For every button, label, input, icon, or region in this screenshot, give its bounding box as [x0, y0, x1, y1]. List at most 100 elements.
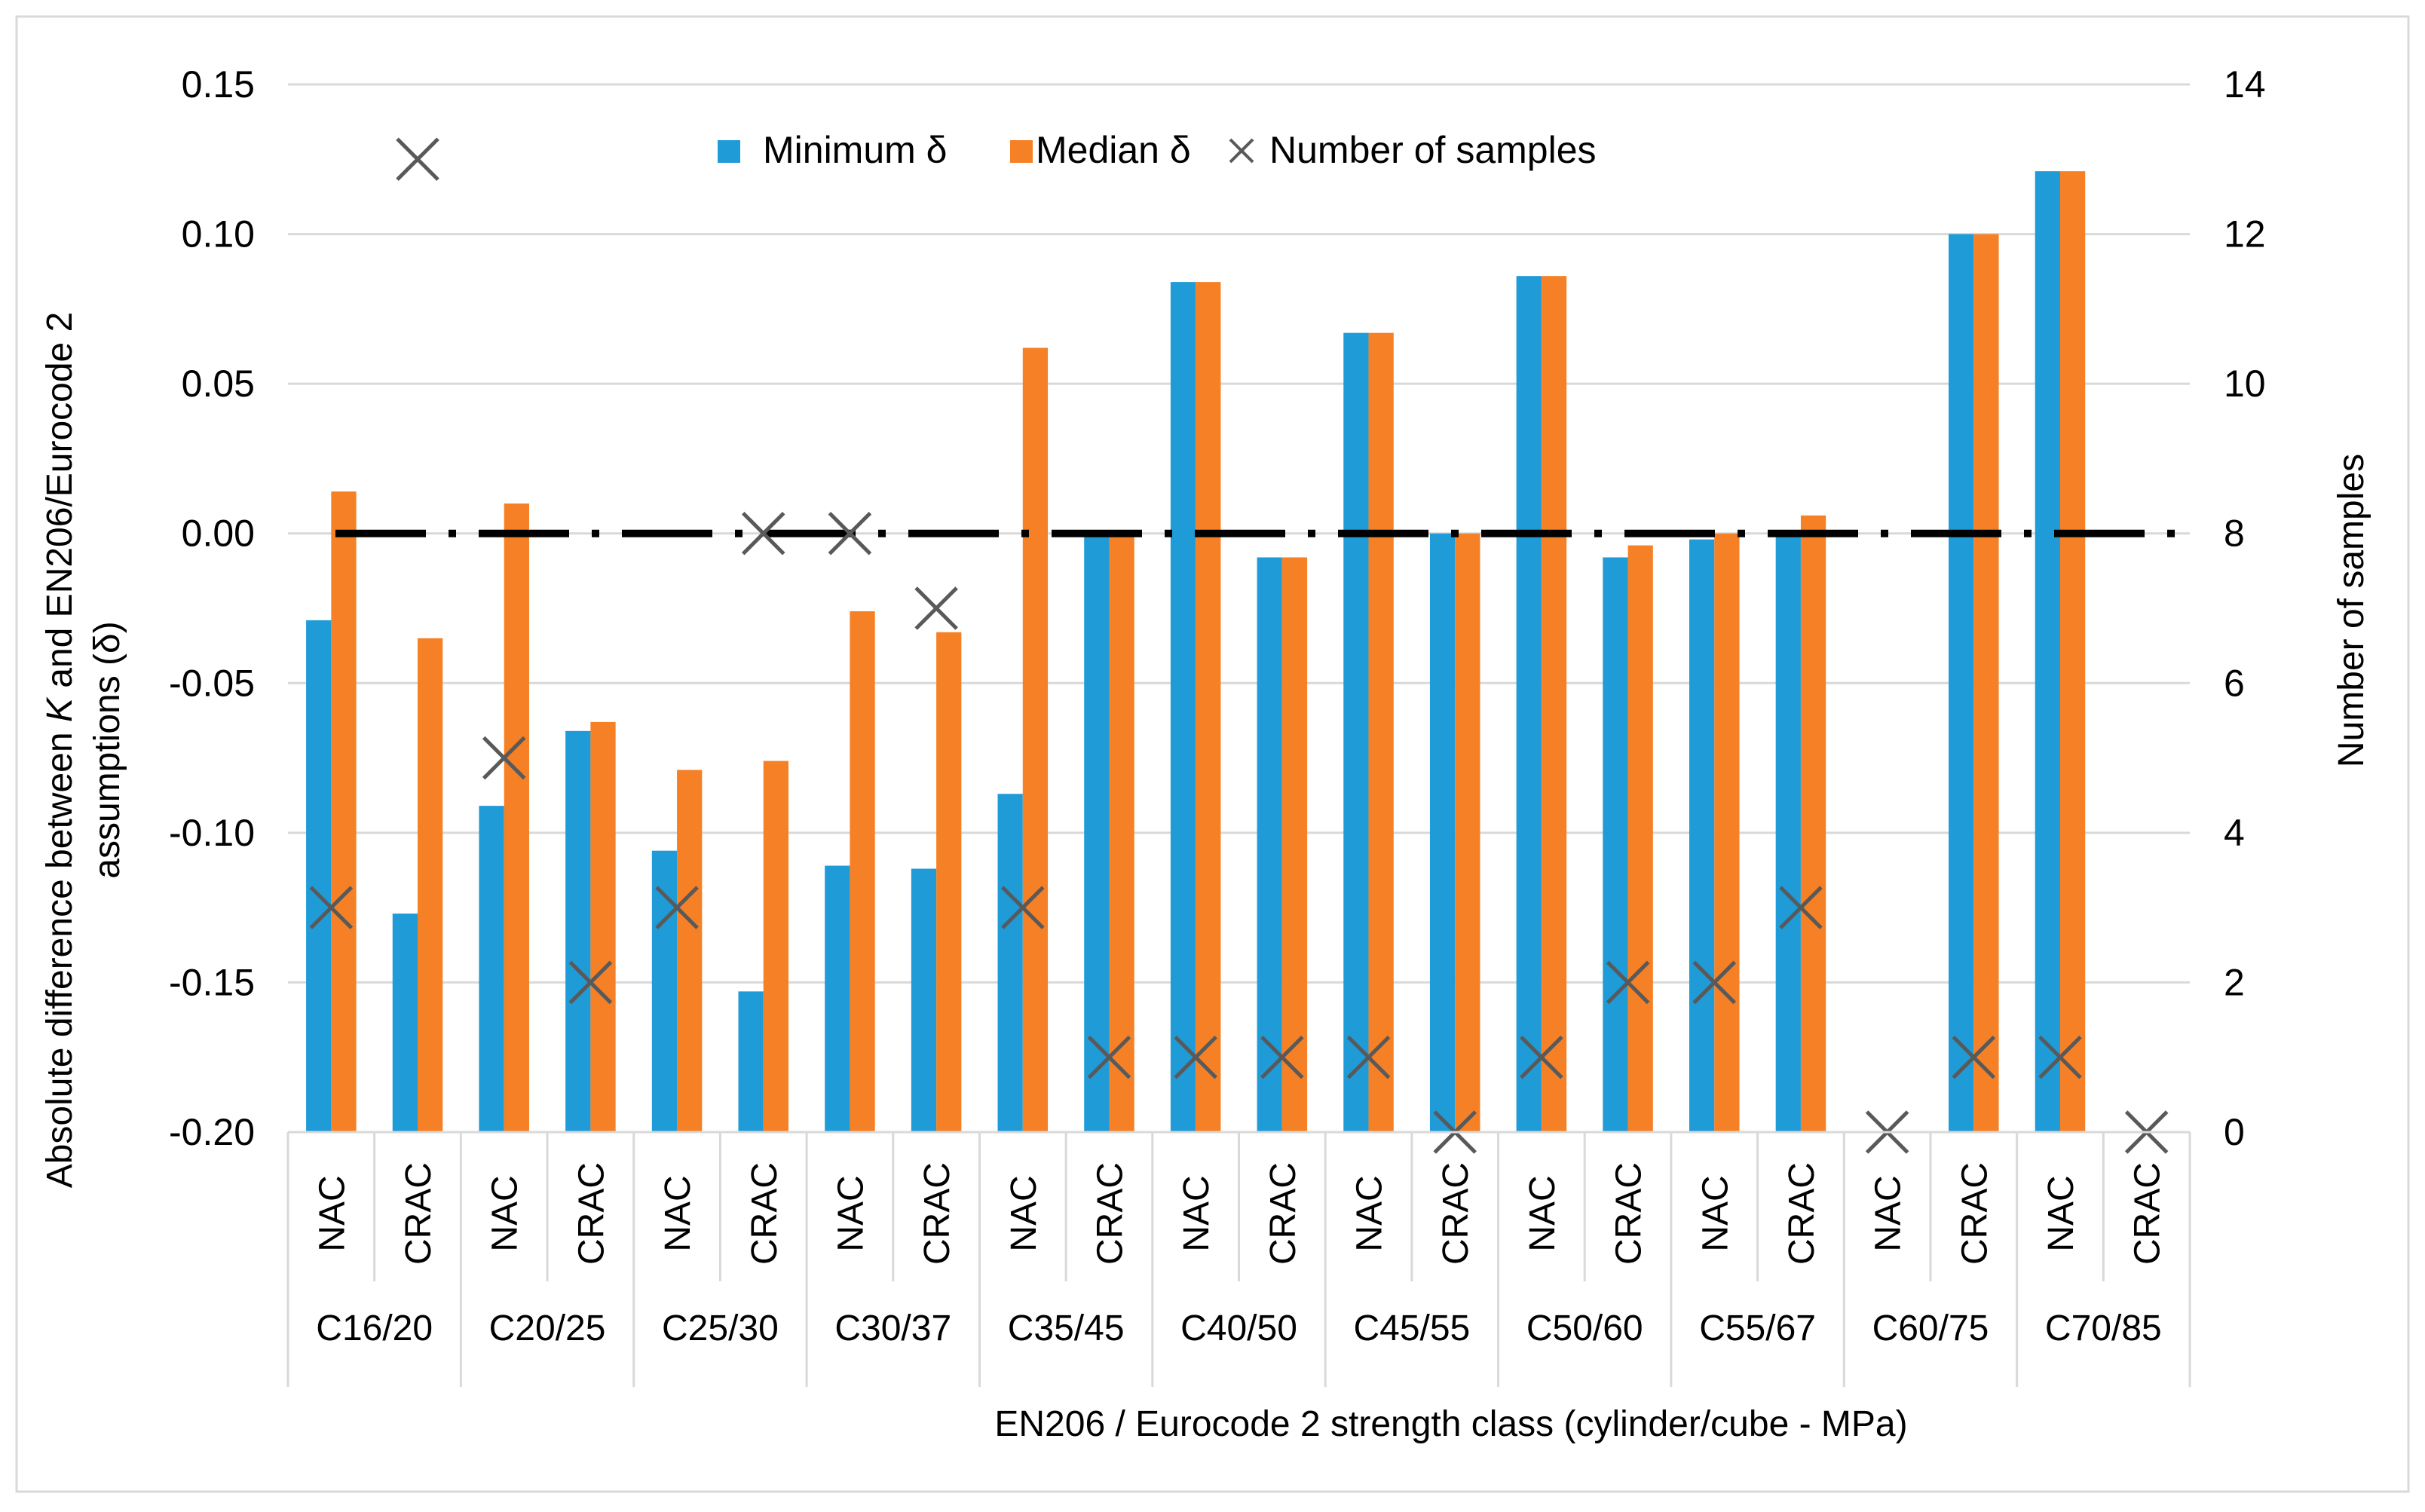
category-label: CRAC: [1263, 1162, 1303, 1265]
sample-marker: [1174, 1035, 1217, 1079]
y2-tick-label: 8: [2224, 513, 2245, 555]
sample-marker-stroke: [1174, 1035, 1217, 1079]
sample-marker-stroke: [1087, 1035, 1131, 1079]
sample-marker: [309, 886, 354, 929]
sample-marker: [655, 886, 699, 929]
axes: 0.15 0.10 0.05 0.00 -0.05 -0.10 -0.15 -0.20 14 12…: [169, 63, 2266, 1387]
bar-minimum: [1775, 533, 1801, 1132]
sample-marker-stroke: [1346, 1035, 1391, 1079]
legend-label-median: Median δ: [1036, 129, 1191, 171]
category-label: CRAC: [1090, 1162, 1130, 1265]
group-label: C55/67: [1699, 1308, 1816, 1348]
legend: Minimum δ Median δ Number of samples: [718, 129, 1597, 171]
category-label: NAC: [658, 1175, 698, 1251]
y-axis-title: Absolute difference between K and EN206/…: [40, 312, 80, 1189]
legend-label-minimum: Minimum δ: [763, 129, 948, 171]
sample-marker-stroke: [1001, 886, 1045, 929]
category-label: NAC: [2041, 1175, 2081, 1251]
sample-marker-stroke: [1606, 960, 1650, 1005]
sample-marker: [1952, 1035, 1996, 1079]
legend-swatch-minimum: [718, 140, 740, 163]
bar-minimum: [825, 865, 850, 1132]
sample-marker: [396, 137, 439, 182]
bar-minimum: [738, 991, 764, 1132]
sample-marker-stroke: [309, 886, 354, 929]
bar-median: [1627, 545, 1653, 1132]
category-label: NAC: [1004, 1175, 1044, 1251]
sample-marker: [482, 736, 526, 780]
bar-median: [504, 503, 529, 1132]
sample-marker-stroke: [568, 960, 613, 1005]
category-label: NAC: [1695, 1175, 1735, 1251]
y2-tick-label: 14: [2224, 63, 2266, 106]
bar-minimum: [392, 914, 418, 1132]
bar-minimum: [1084, 533, 1110, 1132]
y-tick-label: 0.10: [182, 213, 255, 256]
bar-minimum: [1516, 276, 1542, 1133]
category-label: NAC: [312, 1175, 352, 1251]
bar-median: [763, 761, 789, 1132]
sample-marker-stroke: [1952, 1035, 1996, 1079]
group-label: C50/60: [1526, 1308, 1643, 1348]
sample-marker-stroke: [482, 736, 526, 780]
group-label: C16/20: [316, 1308, 433, 1348]
bars: [306, 171, 2086, 1133]
category-label: NAC: [831, 1175, 871, 1251]
y2-tick-label: 0: [2224, 1111, 2245, 1153]
bar-median: [1368, 332, 1394, 1133]
bar-median: [1281, 557, 1308, 1132]
category-label: NAC: [1869, 1175, 1909, 1251]
y-tick-label: -0.10: [169, 812, 255, 854]
sample-marker: [1520, 1035, 1563, 1079]
bar-minimum: [479, 806, 504, 1132]
category-label: CRAC: [399, 1162, 439, 1265]
bar-median: [936, 632, 962, 1132]
bar-minimum: [1429, 533, 1456, 1132]
bar-median: [418, 638, 443, 1132]
category-label: NAC: [1523, 1175, 1563, 1251]
legend-label-samples: Number of samples: [1269, 129, 1597, 171]
group-label: C20/25: [489, 1308, 606, 1348]
bar-minimum: [565, 730, 591, 1132]
y2-axis-title: Number of samples: [2332, 454, 2371, 767]
bar-median: [1196, 282, 1221, 1133]
sample-marker: [741, 511, 785, 556]
bar-minimum: [997, 794, 1023, 1132]
bar-minimum: [1689, 539, 1715, 1132]
legend-marker-samples: [1229, 138, 1254, 164]
sample-marker-stroke: [741, 511, 785, 556]
y2-tick-label: 12: [2224, 213, 2266, 256]
bar-minimum: [1170, 282, 1196, 1133]
bar-median: [2059, 171, 2086, 1133]
category-label: NAC: [1177, 1175, 1217, 1251]
y-tick-label: -0.20: [169, 1111, 255, 1153]
bar-median: [1022, 347, 1049, 1132]
sample-marker: [568, 960, 613, 1005]
sample-marker: [914, 586, 958, 630]
y-tick-label: -0.15: [169, 961, 255, 1003]
sample-marker: [1606, 960, 1650, 1005]
group-label: C35/45: [1008, 1308, 1125, 1348]
bar-minimum: [1949, 234, 1974, 1133]
group-label: C45/55: [1353, 1308, 1470, 1348]
legend-swatch-median: [1010, 140, 1033, 163]
y-tick-label: -0.05: [169, 662, 255, 704]
sample-marker-stroke: [828, 511, 872, 556]
group-label: C60/75: [1872, 1308, 1989, 1348]
sample-marker: [1001, 886, 1045, 929]
group-label: C30/37: [834, 1308, 951, 1348]
sample-marker: [1087, 1035, 1131, 1079]
sample-marker: [1692, 960, 1737, 1005]
bar-minimum: [911, 868, 937, 1132]
category-label: CRAC: [1436, 1162, 1476, 1265]
y-tick-label: 0.00: [182, 513, 255, 555]
bar-median: [590, 721, 616, 1132]
y-tick-label: 0.05: [182, 363, 255, 405]
y-axis-title-line2: assumptions (δ): [87, 621, 127, 878]
sample-marker-stroke: [914, 586, 958, 630]
gridlines: [288, 83, 2190, 984]
sample-marker-stroke: [2038, 1035, 2082, 1079]
bar-median: [850, 611, 875, 1132]
